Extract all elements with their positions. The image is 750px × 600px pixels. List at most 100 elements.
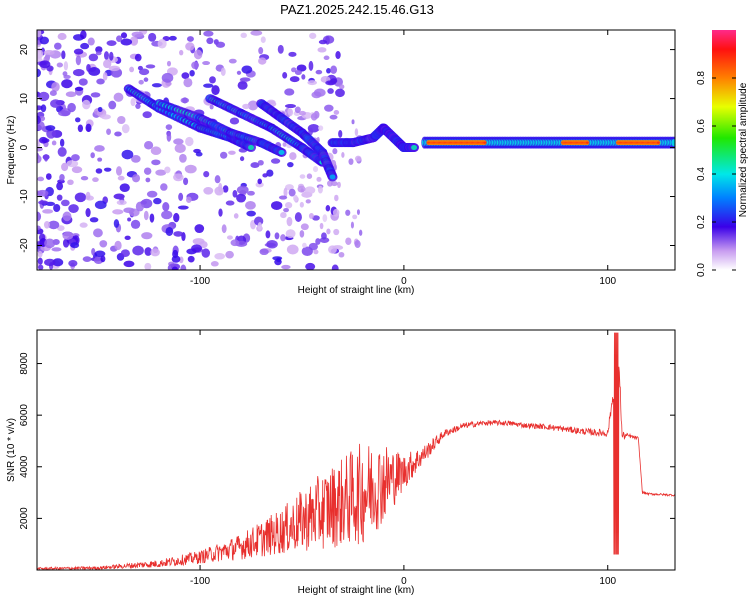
spectrogram-cell — [287, 161, 294, 168]
spectrogram-y-tick-label: -20 — [19, 238, 30, 253]
spectrogram-cell — [135, 103, 141, 109]
spectrogram-cell — [92, 177, 99, 183]
spectrogram-x-label: Height of straight line (km) — [298, 285, 415, 296]
spectrogram-cell — [218, 182, 223, 193]
spectrogram-cell — [43, 154, 49, 162]
spectrogram-cell — [289, 76, 300, 83]
spectrogram-cell — [203, 170, 210, 178]
spectrogram-cell — [265, 230, 271, 239]
spectrogram-cell — [270, 158, 281, 164]
spectrogram-cell — [70, 242, 80, 249]
spectrogram-cell — [120, 38, 133, 46]
spectrogram-cell — [56, 225, 65, 232]
spectrogram-cell — [293, 194, 298, 202]
spectrogram-cell — [117, 175, 125, 181]
spectrogram-cell — [206, 37, 214, 45]
spectrogram-cell — [62, 71, 68, 77]
spectrogram-cell — [241, 65, 253, 74]
spectrogram-cell — [247, 100, 259, 111]
spectrogram-cell — [209, 76, 216, 84]
spectrogram-cell — [143, 210, 149, 221]
spectrogram-cell — [91, 247, 96, 256]
spectrogram-cell — [132, 174, 141, 183]
spectrogram-cell — [317, 185, 323, 194]
spectrogram-cell — [37, 225, 41, 231]
spectrogram-cell — [108, 65, 121, 72]
spectrogram-cell — [157, 39, 167, 49]
spectrogram-cell — [316, 176, 322, 182]
spectrogram-cell — [75, 55, 82, 66]
spectrogram-cell — [171, 255, 181, 263]
spectrogram-cell — [266, 239, 278, 249]
spectrogram-cell — [184, 164, 197, 174]
snr-y-tick-label: 4000 — [19, 455, 30, 478]
spectrogram-cell — [108, 100, 117, 110]
spectrogram-cell — [124, 235, 131, 241]
spectrogram-cell — [116, 199, 127, 206]
snr-x-tick-label: -100 — [190, 576, 210, 587]
spectrogram-cell — [63, 61, 69, 71]
spectrogram-cell — [120, 32, 128, 39]
spectrogram-cell — [289, 152, 297, 160]
snr-x-tick-label: 0 — [401, 576, 407, 587]
spectrogram-cell — [97, 106, 103, 113]
spectrogram-cell — [85, 207, 91, 218]
spectrogram-cell — [248, 145, 255, 151]
spectrogram-cell — [123, 207, 135, 214]
spectrogram-cell — [325, 80, 337, 86]
spectrogram-cell — [145, 177, 151, 183]
colorbar-ticks: 0.0 0.2 0.4 0.6 0.8 — [696, 71, 736, 277]
spectrogram-cell — [164, 166, 171, 174]
spectrogram-cell — [37, 189, 49, 197]
snr-series-line — [37, 332, 675, 570]
spectrogram-cell — [195, 151, 203, 157]
spectrogram-cell — [109, 51, 114, 61]
spectrogram-cell — [62, 231, 74, 240]
spectrogram-cell — [313, 166, 319, 173]
spectrogram-cell — [106, 128, 111, 135]
spectrogram-cell — [226, 235, 233, 240]
spectrogram-cell — [211, 85, 220, 96]
spectrogram-cell — [141, 232, 153, 240]
spectrogram-cell — [71, 166, 83, 174]
spectrogram-cell — [185, 42, 195, 51]
spectrogram-cell — [286, 216, 293, 227]
spectrogram-x-tick-label: -100 — [190, 276, 210, 287]
spectrogram-cell — [143, 77, 149, 82]
spectrogram-cell — [134, 53, 142, 62]
snr-y-tick-label: 2000 — [19, 507, 30, 530]
spectrogram-cell — [278, 149, 285, 155]
spectrogram-cell — [114, 131, 122, 137]
spectrogram-cell — [308, 60, 314, 71]
spectrogram-cell — [74, 86, 84, 91]
spectrogram-cell — [339, 84, 345, 90]
chart-title: PAZ1.2025.242.15.46.G13 — [280, 2, 434, 17]
spectrogram-cell — [37, 176, 45, 182]
spectrogram-cell — [193, 49, 203, 60]
spectrogram-cell — [329, 114, 338, 120]
spectrogram-cell — [56, 194, 63, 201]
spectrogram-cell — [214, 175, 221, 184]
spectrogram-cell — [54, 42, 62, 50]
spectrogram-cell — [60, 199, 70, 207]
spectrogram-cell — [348, 158, 354, 165]
spectrogram-cell — [160, 183, 168, 191]
spectrogram-cell — [94, 200, 107, 210]
snr-frame — [36, 329, 676, 571]
spectrogram-cell — [358, 229, 363, 236]
snr-y-label: SNR (10 * v/v) — [6, 418, 17, 482]
spectrogram-cell — [201, 248, 211, 258]
spectrogram-cell — [173, 173, 184, 182]
spectrogram-cell — [144, 140, 154, 150]
spectrogram-cell — [100, 255, 106, 263]
spectrogram-cell — [183, 177, 189, 186]
spectrogram-cell — [282, 72, 288, 79]
spectrogram-cell — [280, 212, 287, 219]
spectrogram-cell — [113, 92, 124, 102]
spectrogram-cell — [177, 205, 189, 210]
spectrogram-cell — [99, 240, 108, 248]
spectrogram-cell — [94, 250, 106, 258]
spectrogram-cell — [61, 79, 73, 89]
spectrogram-x-tick-label: 100 — [599, 276, 616, 287]
